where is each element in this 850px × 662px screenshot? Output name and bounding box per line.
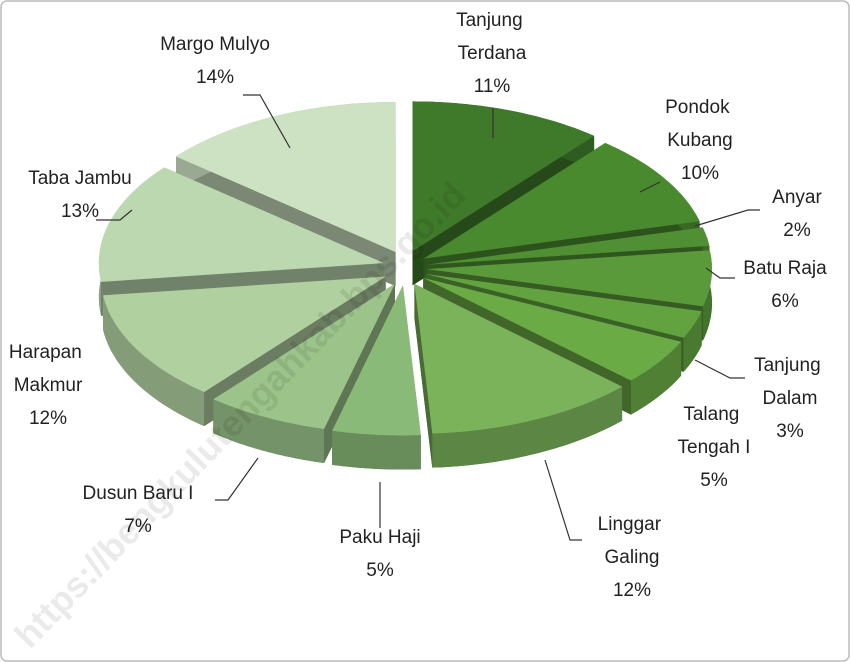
leader-line: [705, 267, 735, 279]
pie: [98, 101, 712, 470]
slice-top: [332, 285, 421, 436]
slice-value-label: 11%: [474, 76, 511, 97]
slice-top: [426, 227, 710, 265]
leader-line: [243, 94, 291, 149]
slice-top: [427, 250, 712, 307]
slice-value-label: 5%: [366, 560, 394, 581]
slice-top: [423, 143, 700, 259]
slice-value-label: 3%: [776, 421, 804, 442]
slice-value-label: 14%: [196, 67, 234, 88]
slice-wall: [332, 430, 421, 470]
slice-top: [103, 276, 386, 393]
slice-label: Paku Haji: [339, 527, 420, 548]
slice-value-label: 6%: [771, 291, 799, 312]
leader-line: [694, 359, 745, 379]
leader-line: [694, 209, 760, 227]
slice-value-label: 7%: [124, 516, 152, 537]
slice-label: Margo Mulyo: [160, 34, 270, 55]
slice-value-label: 10%: [681, 163, 719, 184]
slice-value-label: 5%: [700, 470, 728, 491]
slice-label: Harapan Makmur: [9, 342, 87, 396]
slice-top: [213, 283, 395, 429]
slice-top: [425, 274, 702, 338]
slice-value-label: 13%: [61, 201, 99, 222]
slice-top: [98, 167, 384, 282]
slice-wall: [103, 295, 205, 427]
slice-value-label: 2%: [783, 220, 811, 241]
slice-label: Tanjung Terdana: [456, 10, 528, 64]
slice-wall: [631, 341, 682, 415]
slice-label: Tanjung Dalam: [754, 355, 826, 409]
slice-wall: [683, 311, 702, 372]
leader-line: [639, 181, 661, 193]
leader-line: [96, 209, 133, 221]
slice-value-label: 12%: [613, 580, 651, 601]
slice-label: Talang Tengah I: [678, 404, 751, 458]
slice-label: Pondok Kubang: [665, 97, 735, 151]
slice-label: Batu Raja: [743, 258, 827, 279]
slice-top: [414, 283, 623, 434]
slice-label: Anyar: [772, 187, 822, 208]
slice-wall: [432, 386, 623, 468]
slice-top: [412, 101, 595, 252]
slice-top: [423, 277, 682, 381]
slice-side: [414, 283, 433, 468]
labels: Tanjung Terdana 11% Pondok Kubang 10% Anyar 2…: [9, 10, 827, 601]
slice-value-label: 12%: [29, 408, 67, 429]
slice: [332, 285, 421, 470]
slice: [414, 283, 623, 468]
slice-label: Dusun Baru I: [83, 483, 194, 504]
leader-line: [544, 459, 582, 541]
slice-top: [176, 102, 396, 253]
leader-line: [215, 457, 259, 501]
slice-wall: [213, 399, 325, 463]
slice-label: Linggar Galing: [598, 514, 667, 568]
slice-label: Taba Jambu: [28, 168, 132, 189]
